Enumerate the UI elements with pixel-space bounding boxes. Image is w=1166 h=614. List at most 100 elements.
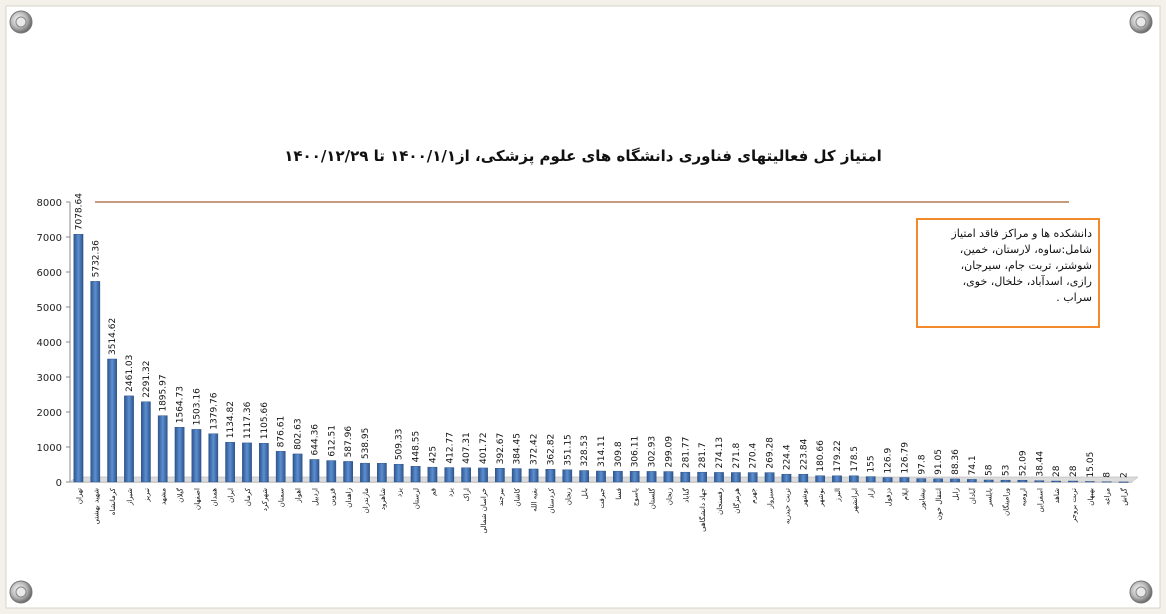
- bar: [174, 427, 185, 483]
- bar: [714, 472, 724, 483]
- value-label: 876.61: [277, 416, 287, 448]
- value-label: 53: [1002, 465, 1012, 476]
- category-label: شیراز: [126, 488, 134, 506]
- bar: [562, 469, 573, 483]
- bar: [764, 472, 775, 483]
- category-label: زاهدان: [345, 488, 353, 508]
- chart-title: امتیاز کل فعالیتهای فناوری دانشگاه های ع…: [284, 147, 882, 166]
- category-label: دزفول: [885, 488, 893, 507]
- category-label: تبریز: [143, 488, 151, 503]
- category-label: زابل: [952, 488, 960, 501]
- category-label: تهران: [75, 488, 83, 504]
- y-tick-label: 4000: [37, 338, 62, 349]
- value-label: 299.09: [664, 436, 674, 468]
- category-label: جهاد دانشگاهی: [698, 488, 707, 532]
- value-label: 126.79: [900, 442, 910, 474]
- bar: [208, 433, 219, 483]
- category-label: تربت بروجر: [1070, 488, 1078, 523]
- category-label: همدان: [210, 488, 218, 507]
- category-label: فسا: [615, 488, 623, 500]
- bar: [1085, 481, 1095, 483]
- bar: [933, 478, 943, 483]
- value-label: 8: [1103, 472, 1113, 478]
- category-label: اصفهان: [193, 488, 201, 510]
- bar: [90, 281, 101, 483]
- bar: [495, 468, 505, 483]
- category-label: جیرفت: [598, 488, 606, 509]
- category-label: گناباد: [681, 487, 690, 502]
- category-label: البرز: [834, 488, 842, 502]
- category-label: اهواز: [295, 488, 303, 504]
- category-label: بابل: [581, 488, 589, 499]
- category-label: بوشهر: [800, 488, 808, 508]
- value-label: 1564.73: [176, 386, 186, 423]
- category-label: کردستان: [547, 487, 555, 513]
- bar: [141, 401, 151, 483]
- bar: [528, 468, 539, 483]
- value-label: 1379.76: [209, 392, 219, 429]
- bar: [967, 479, 977, 483]
- bar: [1051, 480, 1061, 483]
- category-label: بهبهان: [1087, 488, 1095, 506]
- bar: [478, 467, 488, 483]
- bar: [157, 415, 168, 483]
- note-line: شوشتر، تربت جام، سیرجان،: [960, 259, 1092, 272]
- value-label: 180.66: [816, 440, 826, 472]
- bar: [596, 470, 606, 483]
- value-label: 351.15: [563, 434, 573, 466]
- value-label: 448.55: [412, 431, 422, 463]
- bar: [309, 459, 320, 483]
- bar: [849, 475, 859, 483]
- category-label: گلستان: [648, 487, 657, 509]
- value-label: 309.8: [614, 441, 624, 467]
- bar: [950, 478, 960, 483]
- bar: [629, 471, 640, 483]
- value-label: 271.8: [732, 442, 742, 468]
- category-label: رفسنجان: [716, 488, 724, 515]
- bar: [393, 463, 404, 483]
- value-label: 401.72: [479, 432, 489, 464]
- category-label: خراسان شمالی: [480, 488, 488, 534]
- bar: [579, 470, 589, 483]
- value-label: 7078.64: [74, 193, 84, 230]
- value-label: 509.33: [395, 429, 405, 461]
- value-label: 58: [985, 464, 995, 476]
- y-tick-label: 7000: [37, 233, 62, 244]
- value-label: 302.93: [648, 436, 658, 468]
- y-tick-label: 1000: [37, 443, 62, 454]
- bar: [73, 234, 84, 483]
- value-label: 1134.82: [226, 401, 236, 438]
- value-label: 372.42: [530, 433, 540, 465]
- bar: [680, 471, 691, 483]
- value-labels: 7078.64 5732.36 3514.62 2461.03 2291.32 1895.…: [74, 193, 1129, 478]
- category-label: قزوین: [328, 488, 336, 506]
- category-label: انتقال خون: [935, 488, 943, 520]
- category-label: سبزوار: [767, 488, 775, 510]
- bar: [1017, 479, 1028, 483]
- category-label: ازاد: [868, 488, 876, 498]
- bar: [107, 358, 117, 483]
- screw-icon: [1129, 10, 1153, 34]
- value-label: 74.1: [968, 455, 978, 475]
- bar: [646, 471, 657, 483]
- category-label: کرمان: [244, 487, 252, 506]
- category-label: گیلان: [176, 487, 185, 502]
- value-label: 274.13: [715, 437, 725, 469]
- value-label: 3514.62: [108, 318, 118, 355]
- value-label: 407.31: [462, 432, 472, 464]
- bar: [832, 475, 842, 483]
- screw-icon: [1129, 580, 1153, 604]
- value-label: 412.77: [445, 432, 455, 464]
- value-label: 587.96: [344, 426, 354, 458]
- category-label: مشهد: [160, 488, 168, 505]
- category-label: جهرم: [750, 488, 758, 504]
- value-label: 52.09: [1018, 450, 1028, 476]
- bar: [798, 473, 809, 483]
- value-label: 2: [1120, 472, 1130, 478]
- value-label: 328.53: [580, 435, 590, 467]
- bar: [882, 477, 893, 483]
- category-label: بوشهر: [817, 488, 825, 508]
- bar: [410, 466, 421, 483]
- bar: [697, 471, 707, 483]
